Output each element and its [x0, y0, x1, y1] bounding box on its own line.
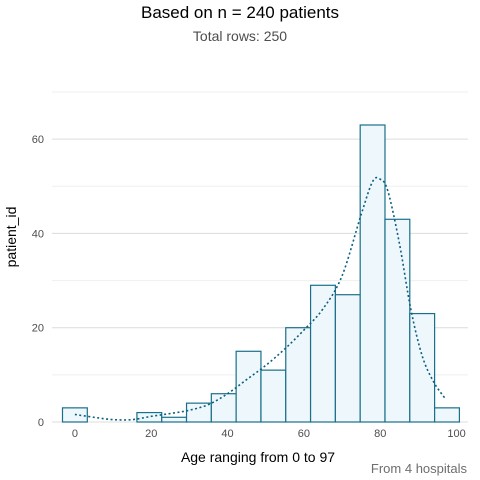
histogram-bar — [409, 312, 436, 423]
y-tick-label: 0 — [38, 417, 44, 429]
density-curve — [74, 176, 446, 421]
histogram-bar — [260, 369, 287, 423]
histogram-bar — [185, 402, 212, 423]
histogram-bar — [210, 393, 237, 423]
y-axis-ticks: 0 20 40 60 — [32, 134, 44, 429]
histogram-bars — [61, 124, 461, 423]
x-tick-label: 100 — [447, 428, 465, 440]
histogram-bar — [235, 350, 262, 423]
y-tick-label: 20 — [32, 323, 44, 335]
x-axis-ticks: 0 20 40 60 80 100 — [72, 428, 466, 440]
y-tick-label: 40 — [32, 228, 44, 240]
histogram-bar — [334, 294, 361, 423]
chart-title: Based on n = 240 patients — [140, 3, 339, 22]
y-tick-label: 60 — [32, 134, 44, 146]
chart-caption: From 4 hospitals — [370, 461, 467, 476]
x-tick-label: 40 — [221, 428, 233, 440]
histogram-bar — [161, 416, 188, 423]
chart-subtitle: Total rows: 250 — [192, 28, 288, 44]
histogram-bar — [136, 411, 163, 423]
histogram-bar — [309, 284, 336, 423]
x-tick-label: 0 — [72, 428, 78, 440]
histogram-bar — [359, 124, 386, 423]
histogram-bar — [384, 218, 411, 423]
x-axis-title: Age ranging from 0 to 97 — [181, 449, 335, 465]
x-tick-label: 80 — [374, 428, 386, 440]
x-tick-label: 60 — [298, 428, 310, 440]
histogram-bar — [434, 407, 461, 423]
x-tick-label: 20 — [145, 428, 157, 440]
histogram-bar — [285, 327, 312, 423]
y-axis-title: patient_id — [3, 207, 19, 268]
